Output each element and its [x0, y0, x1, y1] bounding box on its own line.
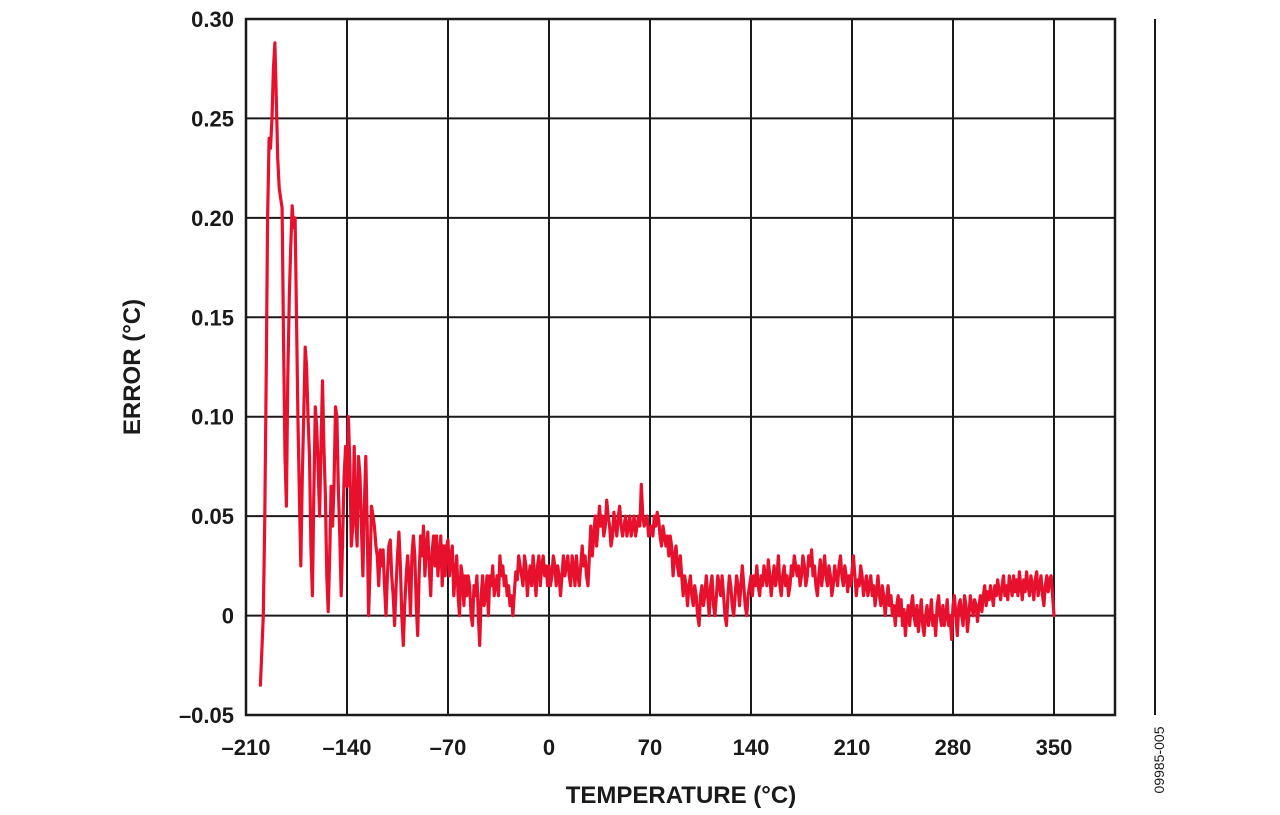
x-tick-label: –70 — [430, 735, 467, 760]
y-tick-label: 0.10 — [191, 405, 234, 430]
y-tick-label: 0.20 — [191, 206, 234, 231]
y-tick-label: 0.30 — [191, 7, 234, 32]
series-layer — [258, 41, 1056, 687]
x-tick-label: 350 — [1036, 735, 1073, 760]
grid-layer — [246, 19, 1156, 715]
figure-id-label: 09985-005 — [1151, 726, 1167, 793]
y-axis-title: ERROR (°C) — [119, 299, 146, 435]
y-tick-label: –0.05 — [179, 703, 234, 728]
x-tick-label: –140 — [323, 735, 372, 760]
x-tick-label: 210 — [834, 735, 871, 760]
plot-frame — [244, 17, 1117, 717]
y-tick-label: 0.25 — [191, 106, 234, 131]
x-axis-title: TEMPERATURE (°C) — [566, 782, 796, 809]
x-tick-label: 140 — [733, 735, 770, 760]
x-tick-label: –210 — [222, 735, 271, 760]
x-tick-labels: –210 –140 –70 0 70 140 210 280 350 — [222, 735, 1073, 760]
y-tick-label: 0 — [222, 604, 234, 629]
error-series-line — [258, 41, 1056, 687]
x-tick-label: 0 — [543, 735, 555, 760]
y-tick-label: 0.15 — [191, 305, 234, 330]
x-tick-label: 70 — [638, 735, 662, 760]
y-tick-labels: –0.05 0 0.05 0.10 0.15 0.20 0.25 0.30 — [179, 7, 234, 728]
x-tick-label: 280 — [935, 735, 972, 760]
y-tick-label: 0.05 — [191, 504, 234, 529]
